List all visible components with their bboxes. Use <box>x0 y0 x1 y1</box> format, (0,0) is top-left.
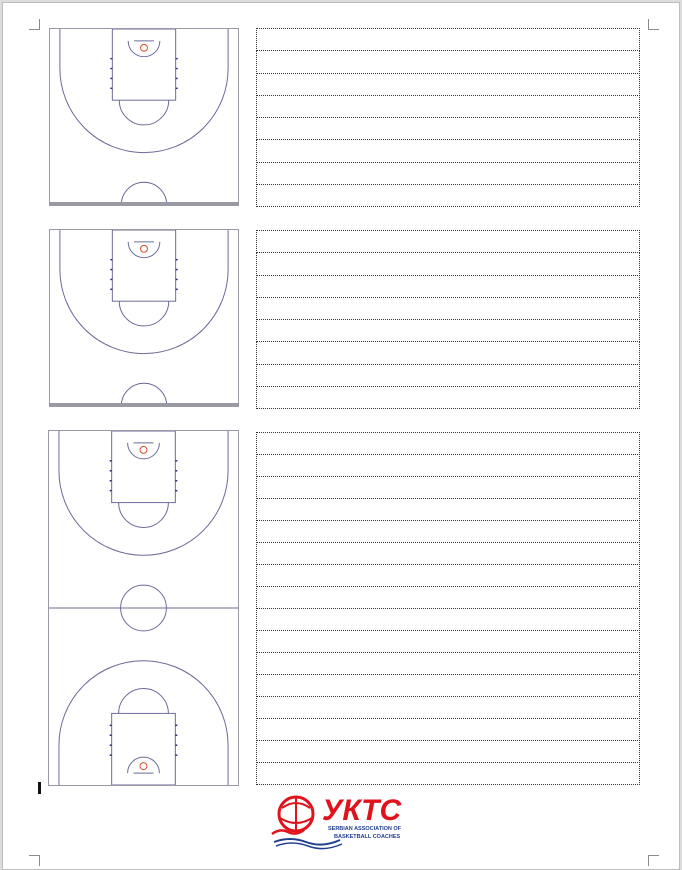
restricted-area-arc <box>127 40 161 58</box>
note-line[interactable] <box>256 94 640 118</box>
note-line[interactable] <box>256 718 640 741</box>
basketball-player-icon <box>271 795 343 850</box>
note-line[interactable] <box>256 696 640 719</box>
restricted-area-arc <box>127 442 160 460</box>
hoop <box>139 762 148 771</box>
crop-mark-top-left <box>29 19 40 30</box>
restricted-area-arc <box>127 241 161 259</box>
note-line[interactable] <box>256 520 640 543</box>
logo-brand: УКТС <box>322 794 402 827</box>
note-line[interactable] <box>256 50 640 74</box>
crop-mark-bottom-left <box>29 855 40 866</box>
note-line[interactable] <box>256 319 640 343</box>
free-throw-lane <box>111 230 177 302</box>
hoop <box>140 244 148 253</box>
center-circle <box>120 382 168 406</box>
free-throw-circle <box>118 502 169 528</box>
note-line[interactable] <box>256 586 640 609</box>
note-line[interactable] <box>256 476 640 499</box>
crop-mark-top-right <box>648 19 659 30</box>
note-line[interactable] <box>256 363 640 387</box>
free-throw-circle <box>118 100 170 126</box>
notes-box[interactable] <box>256 28 640 207</box>
half-court-diagram <box>49 229 239 407</box>
hoop <box>139 445 148 454</box>
three-point-arc <box>59 68 229 154</box>
note-line[interactable] <box>256 385 640 409</box>
free-throw-lane <box>111 712 176 785</box>
note-line[interactable] <box>256 608 640 631</box>
logo-line-2: BASKETBALL COACHES <box>334 834 401 840</box>
free-throw-lane <box>111 29 177 101</box>
note-line[interactable] <box>256 252 640 276</box>
note-line[interactable] <box>256 230 640 254</box>
note-line[interactable] <box>256 274 640 298</box>
association-logo: УКТС SERBIAN ASSOCIATION OF BASKETBALL C… <box>270 788 422 852</box>
hoop <box>140 43 148 52</box>
restricted-area-arc <box>127 756 160 774</box>
crop-mark-bottom-right <box>648 855 659 866</box>
half-court-diagram <box>49 28 239 206</box>
note-line[interactable] <box>256 139 640 163</box>
free-throw-lane <box>111 431 176 504</box>
note-line[interactable] <box>256 498 640 521</box>
note-line[interactable] <box>256 454 640 477</box>
three-point-arc <box>59 269 229 355</box>
note-line[interactable] <box>256 542 640 565</box>
text-cursor <box>38 782 41 794</box>
center-circle <box>120 584 167 632</box>
full-court-diagram <box>48 430 239 786</box>
note-line[interactable] <box>256 183 640 207</box>
note-line[interactable] <box>256 341 640 365</box>
note-line[interactable] <box>256 564 640 587</box>
note-line[interactable] <box>256 161 640 185</box>
note-line[interactable] <box>256 296 640 320</box>
note-line[interactable] <box>256 72 640 96</box>
center-circle <box>120 181 168 205</box>
note-line[interactable] <box>256 28 640 52</box>
free-throw-circle <box>118 688 169 714</box>
note-line[interactable] <box>256 117 640 141</box>
note-line[interactable] <box>256 740 640 763</box>
note-line[interactable] <box>256 652 640 675</box>
notes-box[interactable] <box>256 230 640 409</box>
note-line[interactable] <box>256 432 640 455</box>
note-line[interactable] <box>256 674 640 697</box>
note-line[interactable] <box>256 762 640 785</box>
logo-line-1: SERBIAN ASSOCIATION OF <box>328 826 402 832</box>
notes-box[interactable] <box>256 432 640 785</box>
three-point-arc <box>58 660 229 746</box>
note-line[interactable] <box>256 630 640 653</box>
three-point-arc <box>58 470 229 556</box>
free-throw-circle <box>118 301 170 327</box>
